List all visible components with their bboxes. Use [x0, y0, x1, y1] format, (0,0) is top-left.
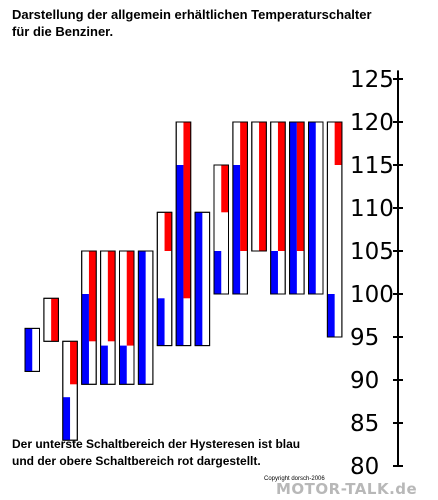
title-line-2: für die Benziner.	[12, 24, 114, 39]
y-tick-label-120: 120	[350, 110, 394, 136]
switch-15-border	[289, 121, 305, 295]
y-tick-label-105: 105	[350, 239, 394, 265]
switch-5-border	[100, 250, 116, 385]
copyright-note: Copyright dorsch-2006	[264, 476, 325, 482]
switch-6-blue-range	[119, 345, 127, 385]
switch-11-blue-range	[214, 251, 222, 294]
switch-11-border	[213, 164, 229, 295]
y-tick-label-85: 85	[350, 411, 379, 437]
switch-17-border	[326, 121, 343, 338]
switch-14-blue-range	[270, 251, 278, 294]
switch-6-red-range	[126, 251, 134, 346]
y-tick-label-110: 110	[350, 196, 394, 222]
switch-1-blue-range	[25, 328, 33, 372]
switch-7-blue-range	[138, 251, 146, 385]
switch-10-border	[194, 211, 211, 347]
switch-16-border	[308, 121, 324, 295]
switch-12-red-range	[240, 122, 248, 251]
switch-10-blue-range	[195, 212, 203, 346]
switch-2-red-range	[51, 298, 59, 342]
switch-9-blue-range	[176, 165, 184, 346]
switch-4-blue-range	[81, 294, 89, 385]
switch-16-blue-range	[308, 122, 316, 294]
switch-13-red-range	[259, 122, 267, 251]
y-tick-label-95: 95	[350, 325, 379, 351]
switch-4-border	[81, 250, 97, 385]
switch-5-blue-range	[100, 345, 108, 385]
switch-8-blue-range	[157, 298, 165, 346]
switch-15-blue-range	[289, 122, 297, 294]
switch-14-red-range	[277, 122, 286, 251]
chart-caption: Der unterste Schaltbereich der Hysterese…	[12, 436, 312, 470]
switch-15-red-range	[296, 122, 305, 251]
switch-5-red-range	[107, 251, 116, 342]
switch-12-blue-range	[232, 165, 241, 294]
switch-2-border	[43, 297, 59, 342]
switch-9-border	[175, 121, 192, 347]
chart-title: Darstellung der allgemein erhältlichen T…	[12, 6, 432, 40]
switch-11-red-range	[221, 165, 229, 213]
switch-1-border	[24, 327, 40, 372]
switch-17-red-range	[334, 122, 342, 165]
switch-13-border	[251, 121, 267, 252]
switch-3-red-range	[70, 341, 78, 385]
switch-8-red-range	[164, 212, 172, 251]
switch-3-blue-range	[62, 397, 71, 441]
y-tick-label-125: 125	[350, 67, 394, 93]
y-tick-label-90: 90	[350, 368, 379, 394]
switch-4-red-range	[88, 251, 97, 342]
switch-17-blue-range	[327, 294, 335, 337]
y-tick-label-115: 115	[350, 153, 394, 179]
title-line-1: Darstellung der allgemein erhältlichen T…	[12, 7, 372, 22]
y-tick-label-100: 100	[350, 282, 394, 308]
switch-8-border	[156, 211, 173, 347]
switch-9-red-range	[183, 122, 191, 299]
switch-6-border	[119, 250, 135, 385]
watermark-logo: MOTOR-TALK.de	[276, 480, 418, 498]
y-tick-label-80: 80	[350, 454, 379, 480]
caption-line-2: und der obere Schaltbereich rot dargeste…	[12, 454, 261, 468]
switch-14-border	[270, 121, 286, 295]
switch-3-border	[62, 340, 78, 441]
switch-12-border	[232, 121, 248, 295]
switch-7-border	[137, 250, 154, 385]
caption-line-1: Der unterste Schaltbereich der Hysterese…	[12, 437, 301, 451]
